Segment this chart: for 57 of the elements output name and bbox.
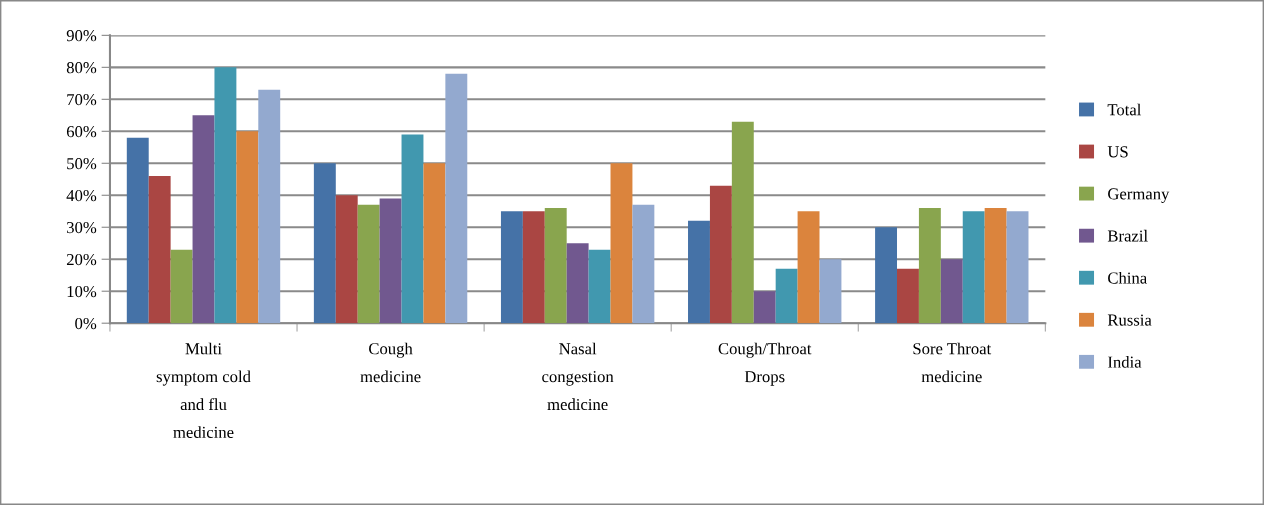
y-tick-label: 20% (66, 253, 97, 266)
bar (775, 268, 798, 324)
y-tick-label: 90% (66, 30, 97, 42)
bar (753, 291, 776, 324)
bar (588, 249, 611, 324)
legend-label: Brazil (1107, 229, 1148, 242)
legend-label: Russia (1107, 314, 1152, 326)
y-tick-label: 0% (75, 317, 97, 330)
y-tick-label: 70% (67, 94, 97, 106)
bar (819, 259, 842, 324)
bar (918, 208, 941, 324)
bar (148, 176, 171, 324)
y-tick-label: 30% (67, 221, 97, 234)
bar (940, 259, 963, 324)
bar (500, 211, 523, 324)
bar (214, 67, 237, 324)
bar (335, 195, 358, 324)
bar (962, 211, 985, 324)
x-tick-label: Multi symptom cold and flu medicine (156, 342, 251, 438)
bar (258, 89, 281, 324)
x-tick-label: Cough medicine (360, 342, 421, 383)
legend-label: India (1107, 356, 1142, 368)
bar (1006, 211, 1029, 324)
bar (170, 249, 193, 324)
bar (566, 243, 589, 324)
bar (875, 227, 898, 324)
bar (709, 185, 732, 324)
bar (731, 121, 754, 324)
bar (313, 163, 336, 324)
bar (401, 134, 424, 324)
bar (610, 163, 633, 324)
bar (897, 268, 919, 324)
bar (379, 198, 402, 324)
x-tick-label: Nasal congestion medicine (542, 342, 614, 411)
y-tick-label: 50% (67, 157, 97, 170)
y-tick-label: 80% (66, 62, 97, 74)
bar (445, 73, 468, 324)
legend-label: China (1108, 271, 1147, 284)
bar (797, 211, 820, 324)
bar (192, 115, 215, 324)
bar (544, 208, 567, 324)
legend-label: Total (1107, 103, 1142, 116)
bar (632, 204, 655, 324)
bar (357, 204, 380, 324)
bar (984, 208, 1007, 324)
x-tick-label: Sore Throat medicine (913, 342, 992, 383)
legend-label: US (1107, 146, 1128, 158)
x-tick-label: Cough/Throat Drops (718, 342, 812, 386)
bar (423, 163, 446, 324)
bar (236, 131, 259, 324)
y-tick-label: 60% (66, 126, 97, 138)
bar (688, 220, 710, 324)
y-tick-label: 10% (67, 285, 97, 298)
bar (126, 137, 149, 324)
y-tick-label: 40% (66, 189, 97, 202)
legend-label: Germany (1108, 188, 1170, 203)
bar (522, 211, 545, 324)
